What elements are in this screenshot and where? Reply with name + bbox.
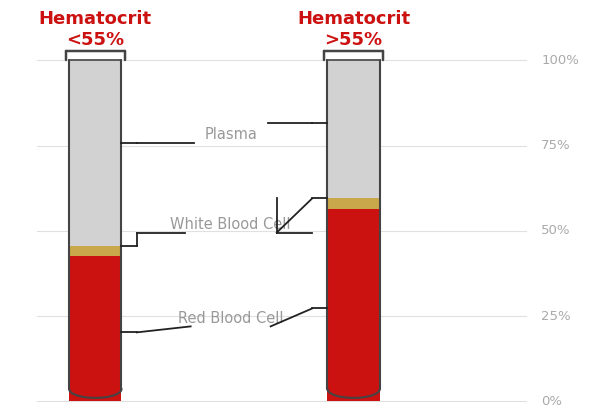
Text: >55%: >55% xyxy=(325,31,383,49)
Text: 0%: 0% xyxy=(541,395,562,408)
Text: 50%: 50% xyxy=(541,224,571,238)
Bar xyxy=(69,246,122,256)
Bar xyxy=(69,256,122,401)
Ellipse shape xyxy=(327,380,379,398)
Text: Red Blood Cell: Red Blood Cell xyxy=(178,311,284,326)
Text: Hematocrit: Hematocrit xyxy=(297,10,410,28)
Ellipse shape xyxy=(69,380,122,398)
Text: White Blood Cell: White Blood Cell xyxy=(170,217,291,232)
Bar xyxy=(327,209,379,401)
Bar xyxy=(327,60,379,198)
Bar xyxy=(69,60,122,246)
Text: Hematocrit: Hematocrit xyxy=(39,10,152,28)
Bar xyxy=(327,198,379,209)
Text: <55%: <55% xyxy=(66,31,124,49)
Text: 100%: 100% xyxy=(541,54,579,67)
Text: Plasma: Plasma xyxy=(204,127,257,142)
Text: 25%: 25% xyxy=(541,310,571,323)
Text: 75%: 75% xyxy=(541,139,571,152)
